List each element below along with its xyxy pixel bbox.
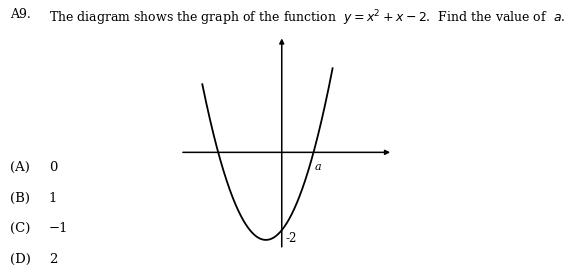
Text: -2: -2	[286, 232, 297, 245]
Text: (A): (A)	[10, 161, 30, 174]
Text: The diagram shows the graph of the function  $y = x^{2} + x - 2$.  Find the valu: The diagram shows the graph of the funct…	[49, 8, 565, 28]
Text: (C): (C)	[10, 222, 30, 235]
Text: 0: 0	[49, 161, 58, 174]
Text: A9.: A9.	[10, 8, 31, 21]
Text: a: a	[315, 162, 322, 172]
Text: 2: 2	[49, 253, 58, 266]
Text: (D): (D)	[10, 253, 31, 266]
Text: (B): (B)	[10, 192, 30, 205]
Text: −1: −1	[49, 222, 68, 235]
Text: 1: 1	[49, 192, 58, 205]
